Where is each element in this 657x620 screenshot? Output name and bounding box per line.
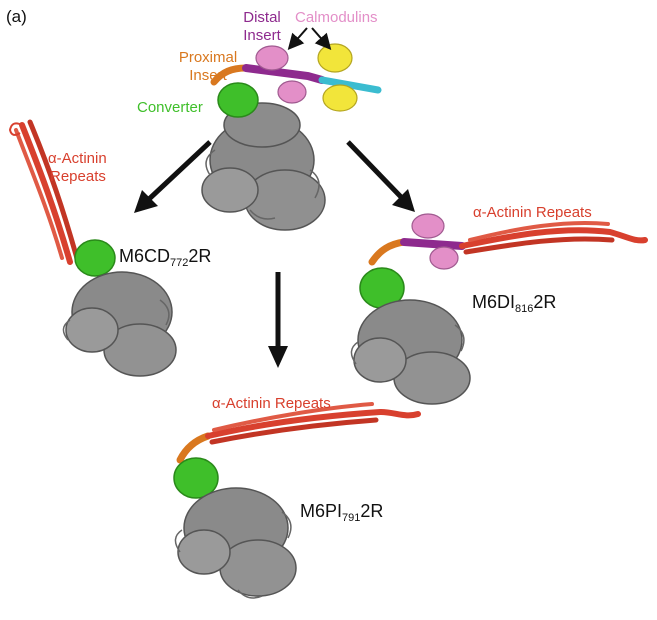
transition-arrows (134, 140, 415, 368)
construct-right-label: M6DI8162R (472, 292, 556, 315)
calmodulin-top-4 (322, 84, 358, 112)
distal-insert-label-2: Insert (243, 27, 281, 44)
calmodulin-top-2 (277, 80, 307, 104)
right-structure: α-Actinin Repeats M6DI8162R (350, 204, 648, 405)
calmodulins-label: Calmodulins (295, 9, 378, 26)
converter-label: Converter (137, 99, 203, 116)
motor-domain-top (201, 102, 326, 231)
lever-arm-top (318, 76, 382, 94)
panel-label: (a) (6, 7, 27, 26)
left-structure: α-Actinin Repeats M6CD7722R (8, 119, 211, 377)
arrow-down-icon (134, 140, 212, 213)
construct-bottom-label: M6PI7912R (300, 501, 383, 524)
top-structure: Distal Insert Calmodulins Proximal Inser… (137, 9, 382, 231)
proximal-insert-label-2: Insert (189, 67, 227, 84)
actinin-left-label-2: Repeats (50, 168, 106, 185)
converter-top (217, 82, 259, 118)
distal-insert-label-1: Distal (243, 9, 281, 26)
actinin-bottom-label: α-Actinin Repeats (212, 395, 331, 412)
calmodulin-pointer-2 (311, 27, 332, 51)
arrow-down-icon (346, 140, 415, 212)
proximal-insert-label-1: Proximal (179, 49, 237, 66)
distal-insert-top (242, 64, 326, 84)
bottom-structure: α-Actinin Repeats M6PI7912R (173, 395, 421, 599)
calmodulin-pointer-1 (287, 27, 308, 51)
actinin-left-label-1: α-Actinin (48, 150, 107, 167)
actinin-right-label: α-Actinin Repeats (473, 204, 592, 221)
calmodulin-top-1 (255, 45, 289, 71)
calmodulin-top-3 (317, 43, 353, 73)
construct-left-label: M6CD7722R (119, 246, 211, 269)
arrow-down-icon (268, 272, 288, 368)
